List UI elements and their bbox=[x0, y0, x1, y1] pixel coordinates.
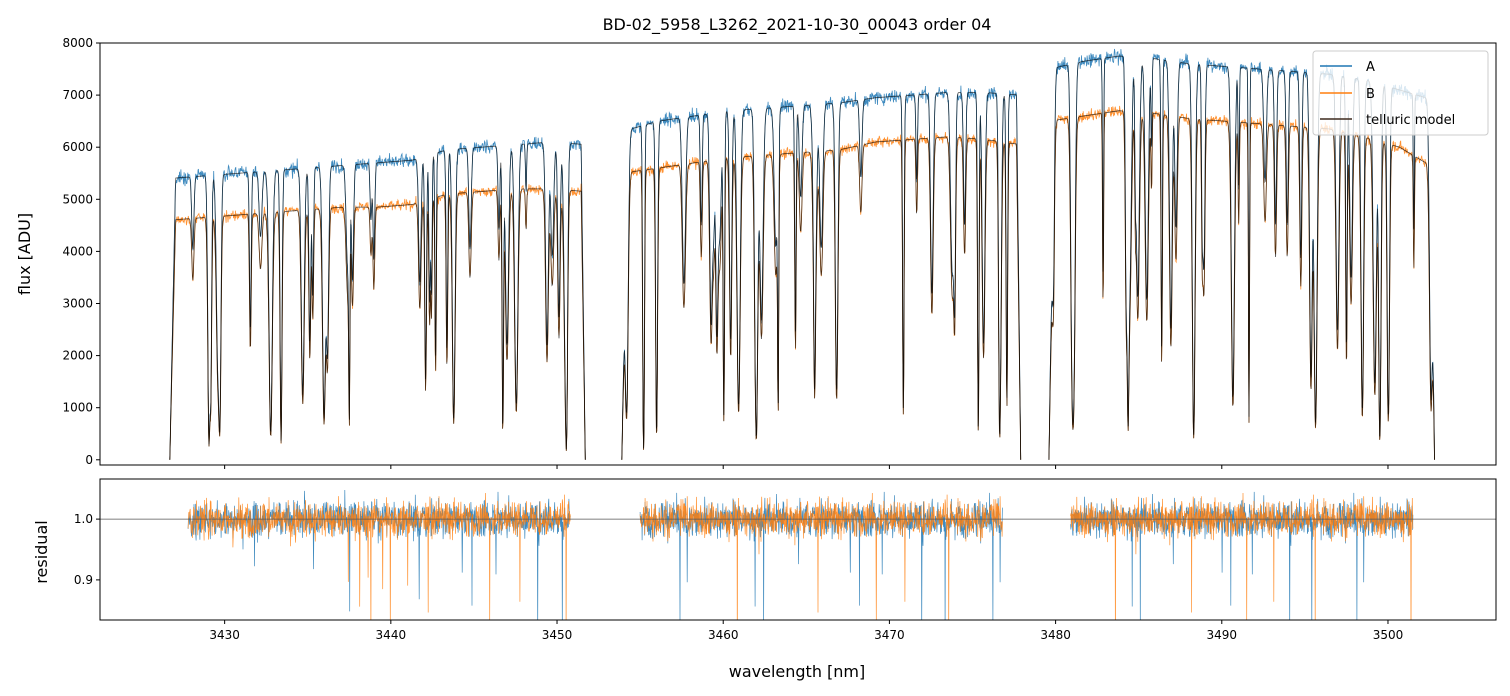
telluric-model-a-line bbox=[621, 92, 1022, 460]
residual-axes-frame bbox=[99, 478, 1497, 621]
flux-plot: 0 1000 2000 3000 4000 5000 6000 7000 8000 flux [… bbox=[15, 36, 1497, 469]
residual-series-lines bbox=[100, 489, 1496, 620]
residual-plot: 0.91.0 3430 3440 3450 3460 3470 3480 3490 3500 … bbox=[32, 478, 1497, 681]
flux-y-ticks: 0 1000 2000 3000 4000 5000 6000 7000 8000 bbox=[62, 36, 100, 467]
flux-y-tick-label: 0 bbox=[85, 453, 93, 467]
residual-x-ticks: 3430 3440 3450 3460 3470 3480 3490 3500 bbox=[209, 620, 1403, 642]
legend-label-b: B bbox=[1366, 87, 1375, 102]
flux-x-ticks bbox=[224, 465, 1389, 469]
residual-x-tick-label: 3480 bbox=[1040, 628, 1071, 642]
legend-label-a: A bbox=[1366, 60, 1375, 75]
residual-x-tick-label: 3430 bbox=[209, 628, 240, 642]
flux-y-tick-label: 2000 bbox=[62, 349, 93, 363]
telluric-model-b-line bbox=[1048, 110, 1435, 460]
residual-y-axis-label: residual bbox=[32, 520, 51, 583]
residual-x-tick-label: 3440 bbox=[376, 628, 407, 642]
chart-title: BD-02_5958_L3262_2021-10-30_00043 order … bbox=[603, 15, 992, 35]
residual-b-line bbox=[187, 492, 571, 620]
residual-x-tick-label: 3460 bbox=[708, 628, 739, 642]
legend-box bbox=[1312, 50, 1489, 136]
telluric-model-b-line bbox=[169, 188, 586, 460]
series-b-line bbox=[169, 183, 586, 460]
flux-y-tick-label: 6000 bbox=[62, 140, 93, 154]
x-axis-label: wavelength [nm] bbox=[729, 662, 866, 681]
legend: A B telluric model bbox=[1312, 50, 1489, 136]
residual-x-tick-label: 3500 bbox=[1373, 628, 1404, 642]
telluric-model-b-line bbox=[621, 136, 1022, 460]
flux-y-tick-label: 1000 bbox=[62, 401, 93, 415]
flux-y-tick-label: 4000 bbox=[62, 244, 93, 258]
residual-x-tick-label: 3450 bbox=[542, 628, 573, 642]
flux-y-tick-label: 3000 bbox=[62, 296, 93, 310]
flux-series-lines bbox=[169, 48, 1435, 460]
flux-y-axis-label: flux [ADU] bbox=[15, 213, 34, 295]
flux-y-tick-label: 7000 bbox=[62, 88, 93, 102]
residual-x-tick-label: 3490 bbox=[1207, 628, 1238, 642]
legend-label-telluric: telluric model bbox=[1366, 113, 1455, 128]
flux-axes-frame bbox=[99, 42, 1497, 466]
flux-y-tick-label: 8000 bbox=[62, 36, 93, 50]
residual-y-ticks: 0.9 1.0 bbox=[74, 512, 100, 587]
residual-b-line bbox=[639, 492, 1003, 620]
residual-y-tick-label: 1.0 bbox=[74, 512, 93, 526]
residual-y-tick-label: 0.9 bbox=[74, 573, 93, 587]
residual-b-line bbox=[1070, 492, 1414, 620]
residual-x-tick-label: 3470 bbox=[874, 628, 905, 642]
flux-y-tick-label: 5000 bbox=[62, 192, 93, 206]
